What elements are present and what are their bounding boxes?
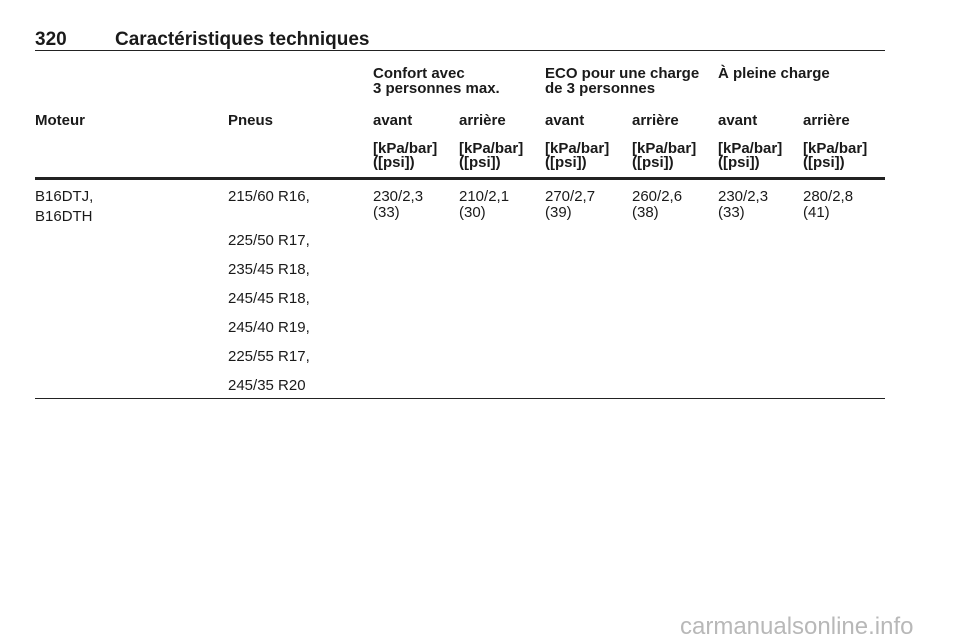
tire-size: 215/60 R16,	[228, 188, 310, 205]
unit-header: [kPa/bar]	[459, 140, 524, 157]
table-head-rule	[35, 177, 885, 180]
pressure-value: (39)	[545, 204, 572, 221]
tire-size: 245/35 R20	[228, 377, 306, 394]
engine: B16DTJ,	[35, 188, 94, 205]
page-title: Caractéristiques techniques	[115, 29, 370, 50]
group-header: Confort avec	[373, 65, 465, 82]
table-bottom-rule	[35, 398, 885, 399]
pressure-value: (38)	[632, 204, 659, 221]
pressure-value: (30)	[459, 204, 486, 221]
column-header: Moteur	[35, 112, 85, 129]
group-header: ECO pour une charge	[545, 65, 700, 82]
unit-header: [kPa/bar]	[373, 140, 438, 157]
unit-header: ([psi])	[718, 154, 760, 171]
pressure-value: 260/2,6	[632, 188, 683, 205]
unit-header: [kPa/bar]	[545, 140, 610, 157]
group-header: À pleine charge	[718, 65, 830, 82]
pressure-value: 280/2,8	[803, 188, 854, 205]
unit-header: ([psi])	[373, 154, 415, 171]
column-header: arrière	[803, 112, 850, 129]
tire-size: 245/40 R19,	[228, 319, 310, 336]
pressure-value: (41)	[803, 204, 830, 221]
pressure-value: (33)	[373, 204, 400, 221]
unit-header: [kPa/bar]	[632, 140, 697, 157]
tire-size: 245/45 R18,	[228, 290, 310, 307]
group-header: 3 personnes max.	[373, 80, 500, 97]
watermark: carmanualsonline.info	[680, 613, 914, 640]
pressure-value: 270/2,7	[545, 188, 596, 205]
column-header: avant	[718, 112, 758, 129]
unit-header: ([psi])	[545, 154, 587, 171]
unit-header: [kPa/bar]	[718, 140, 783, 157]
unit-header: ([psi])	[803, 154, 845, 171]
page-number: 320	[35, 29, 67, 50]
column-header: Pneus	[228, 112, 274, 129]
unit-header: [kPa/bar]	[803, 140, 868, 157]
group-header: de 3 personnes	[545, 80, 656, 97]
column-header: arrière	[459, 112, 506, 129]
pressure-value: 230/2,3	[718, 188, 769, 205]
column-header: avant	[373, 112, 413, 129]
header-rule	[35, 50, 885, 51]
pressure-value: (33)	[718, 204, 745, 221]
tire-size: 235/45 R18,	[228, 261, 310, 278]
tire-size: 225/50 R17,	[228, 232, 310, 249]
pressure-value: 230/2,3	[373, 188, 424, 205]
pressure-value: 210/2,1	[459, 188, 510, 205]
tire-size: 225/55 R17,	[228, 348, 310, 365]
unit-header: ([psi])	[459, 154, 501, 171]
column-header: avant	[545, 112, 585, 129]
column-header: arrière	[632, 112, 679, 129]
engine: B16DTH	[35, 208, 93, 225]
unit-header: ([psi])	[632, 154, 674, 171]
